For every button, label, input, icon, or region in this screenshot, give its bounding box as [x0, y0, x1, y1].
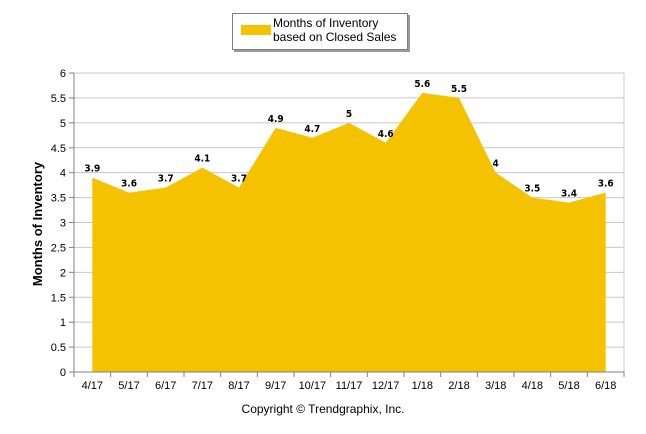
area-layer — [92, 92, 606, 372]
x-tick-label: 1/18 — [412, 380, 433, 392]
y-tick-label: 5 — [60, 118, 66, 130]
y-tick-label: 3.5 — [51, 193, 66, 205]
x-tick-label: 10/17 — [299, 380, 327, 392]
data-label: 4.1 — [194, 154, 210, 165]
data-label: 5.6 — [414, 79, 430, 90]
x-tick-label: 12/17 — [372, 380, 400, 392]
y-tick-label: 4.5 — [51, 143, 66, 155]
x-tick-label: 5/18 — [558, 380, 579, 392]
legend-label: Months of Inventory based on Closed Sale… — [273, 16, 397, 44]
x-tick-label: 6/18 — [595, 380, 616, 392]
x-tick-label: 9/17 — [265, 380, 286, 392]
x-tick-label: 7/17 — [192, 380, 213, 392]
data-label: 3.6 — [121, 179, 137, 190]
data-label: 4.7 — [304, 124, 320, 135]
axes — [69, 72, 625, 377]
data-label: 3.4 — [561, 189, 577, 200]
y-tick-label: 4 — [60, 168, 66, 180]
data-label: 3.9 — [84, 164, 100, 175]
x-tick-label: 4/18 — [522, 380, 543, 392]
data-label: 5 — [346, 109, 352, 120]
x-tick-label: 11/17 — [336, 380, 363, 392]
y-tick-label: 2.5 — [51, 242, 66, 254]
y-tick-label: 5.5 — [51, 93, 66, 105]
data-label: 3.7 — [231, 174, 247, 185]
legend: Months of Inventory based on Closed Sale… — [232, 13, 408, 50]
copyright-text: Copyright © Trendgraphix, Inc. — [241, 402, 405, 416]
y-tick-label: 3 — [60, 218, 66, 230]
legend-swatch — [241, 25, 271, 35]
y-tick-label: 0 — [60, 367, 66, 379]
x-tick-labels: 4/17 5/17 6/17 7/17 8/17 9/17 10/17 11/17 12/17 1… — [82, 380, 617, 392]
area-series — [92, 92, 606, 372]
data-label: 4.9 — [268, 114, 284, 125]
data-label: 3.5 — [524, 184, 540, 195]
x-tick-label: 3/18 — [485, 380, 506, 392]
y-axis-title: Months of Inventory — [30, 161, 45, 286]
y-tick-label: 1.5 — [51, 292, 66, 304]
y-tick-label: 2 — [60, 267, 66, 279]
data-label: 3.6 — [598, 179, 614, 190]
x-tick-label: 4/17 — [82, 380, 103, 392]
x-tick-label: 5/17 — [118, 380, 139, 392]
y-tick-labels: 0 0.5 1 1.5 2 2.5 3 3.5 4 4.5 5 5.5 6 — [51, 68, 66, 379]
x-tick-label: 8/17 — [228, 380, 249, 392]
data-labels: 3.9 3.6 3.7 4.1 3.7 4.9 4.7 5 4.6 5.6 5.5 4 3.5 3.4 3.… — [84, 79, 613, 200]
x-tick-label: 2/18 — [448, 380, 469, 392]
y-tick-label: 0.5 — [51, 342, 66, 354]
x-tick-label: 6/17 — [155, 380, 176, 392]
y-tick-label: 6 — [60, 68, 66, 80]
data-label: 5.5 — [451, 84, 467, 95]
data-label: 3.7 — [158, 174, 174, 185]
data-label: 4 — [493, 159, 499, 170]
y-tick-label: 1 — [60, 317, 66, 329]
data-label: 4.6 — [378, 129, 394, 140]
